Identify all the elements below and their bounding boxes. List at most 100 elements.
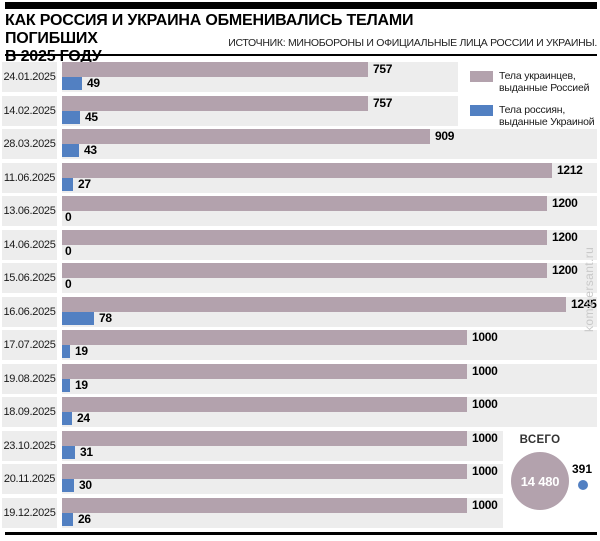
russia-bodies-value: 45: [85, 109, 98, 124]
ukraine-bodies-bar: [62, 129, 430, 144]
ukraine-bodies-bar: [62, 464, 467, 479]
russia-bodies-bar: [62, 311, 94, 325]
russia-bodies-value: 0: [65, 210, 72, 224]
legend-russia-line1: Тела россиян,: [499, 104, 566, 116]
bar-track: 1000 19: [62, 330, 597, 360]
bar-track: 1212 27: [62, 162, 597, 193]
table-row: 28.03.2025 909 43: [2, 129, 597, 159]
header-divider: [5, 54, 597, 56]
table-row: 24.01.2025 757 49: [2, 62, 597, 92]
russia-bodies-value: 19: [75, 344, 88, 358]
page-title: КАК РОССИЯ И УКРАИНА ОБМЕНИВАЛИСЬ ТЕЛАМИ…: [5, 12, 475, 66]
date-label: 17.07.2025: [2, 330, 57, 360]
ukraine-bodies-bar: [62, 95, 368, 111]
table-row: 18.09.2025 1000 24: [2, 397, 597, 427]
russia-bodies-value: 43: [84, 143, 97, 157]
date-label: 20.11.2025: [2, 464, 57, 494]
legend-label-russia: Тела россиян, выданные Украиной: [499, 104, 595, 128]
ukraine-bodies-bar: [62, 162, 552, 178]
ukraine-bodies-value: 1000: [472, 430, 498, 445]
ukraine-bodies-value: 1245: [571, 296, 597, 311]
russia-bodies-bar: [62, 412, 72, 425]
legend-ukraine-line1: Тела украинцев,: [499, 70, 576, 82]
top-accent-bar: [5, 2, 597, 9]
ukraine-bodies-value: 1212: [557, 162, 583, 177]
russia-bodies-bar: [62, 77, 82, 90]
bar-track: 1000 26: [62, 497, 503, 528]
table-row: 19.08.2025 1000 19: [2, 363, 597, 394]
russia-bodies-value: 27: [78, 176, 91, 191]
russia-bodies-value: 0: [65, 243, 72, 258]
ukraine-bodies-value: 757: [373, 95, 393, 110]
bar-track: 1000 24: [62, 397, 597, 427]
russia-bodies-value: 24: [77, 411, 90, 425]
bar-track: 1200 0: [62, 196, 597, 226]
russia-bodies-bar: [62, 110, 80, 124]
date-label: 14.06.2025: [2, 229, 57, 260]
russia-bodies-bar: [62, 479, 74, 492]
date-label: 24.01.2025: [2, 62, 57, 92]
ukraine-bodies-bar: [62, 430, 467, 446]
bar-track: 1245 78: [62, 296, 597, 327]
russia-bodies-value: 26: [78, 511, 91, 526]
ukraine-bodies-value: 757: [373, 62, 393, 76]
bar-track: 757 45: [62, 95, 458, 126]
ukraine-bodies-value: 1000: [472, 363, 498, 378]
date-label: 19.12.2025: [2, 497, 57, 528]
russia-bodies-bar: [62, 445, 75, 459]
table-row: 20.11.2025 1000 30: [2, 464, 597, 494]
ukraine-bodies-bar: [62, 296, 566, 312]
russia-bodies-bar: [62, 512, 73, 526]
chart-rows: 24.01.2025 757 49 14.02.2025 757 45 28.0…: [2, 62, 597, 531]
legend-item-russia: Тела россиян, выданные Украиной: [470, 104, 595, 128]
ukraine-series-swatch: [470, 71, 493, 82]
russia-bodies-bar: [62, 378, 70, 392]
legend-russia-line2: выданные Украиной: [499, 116, 595, 128]
bar-track: 909 43: [62, 129, 597, 159]
bar-track: 1000 19: [62, 363, 597, 394]
russia-series-swatch: [470, 105, 493, 116]
date-label: 16.06.2025: [2, 296, 57, 327]
russia-bodies-value: 0: [65, 277, 72, 291]
bar-track: 1200 0: [62, 263, 597, 293]
total-russia-value: 391: [571, 462, 593, 476]
date-label: 14.02.2025: [2, 95, 57, 126]
date-label: 13.06.2025: [2, 196, 57, 226]
ukraine-bodies-bar: [62, 263, 547, 278]
bar-track: 1200 0: [62, 229, 597, 260]
title-line-1: КАК РОССИЯ И УКРАИНА ОБМЕНИВАЛИСЬ ТЕЛАМИ…: [5, 12, 414, 47]
date-label: 18.09.2025: [2, 397, 57, 427]
date-label: 23.10.2025: [2, 430, 57, 461]
table-row: 17.07.2025 1000 19: [2, 330, 597, 360]
date-label: 15.06.2025: [2, 263, 57, 293]
russia-bodies-value: 78: [99, 310, 112, 325]
ukraine-bodies-bar: [62, 363, 467, 379]
legend-label-ukraine: Тела украинцев, выданные Россией: [499, 70, 589, 94]
total-ukraine-circle: 14 480: [511, 452, 569, 510]
ukraine-bodies-bar: [62, 330, 467, 345]
ukraine-bodies-bar: [62, 497, 467, 513]
bar-track: 1000 30: [62, 464, 503, 494]
table-row: 11.06.2025 1212 27: [2, 162, 597, 193]
russia-bodies-value: 19: [75, 377, 88, 392]
legend: Тела украинцев, выданные Россией Тела ро…: [470, 70, 595, 138]
russia-bodies-value: 49: [87, 76, 100, 90]
ukraine-bodies-value: 909: [435, 129, 455, 143]
source-note: ИСТОЧНИК: МИНОБОРОНЫ И ОФИЦИАЛЬНЫЕ ЛИЦА …: [228, 37, 597, 49]
bar-track: 757 49: [62, 62, 458, 92]
legend-item-ukraine: Тела украинцев, выданные Россией: [470, 70, 594, 94]
date-label: 19.08.2025: [2, 363, 57, 394]
russia-bodies-bar: [62, 144, 79, 157]
ukraine-bodies-bar: [62, 397, 467, 412]
ukraine-bodies-value: 1200: [552, 196, 578, 210]
legend-ukraine-line2: выданные Россией: [499, 82, 590, 94]
russia-bodies-bar: [62, 345, 70, 358]
table-row: 15.06.2025 1200 0: [2, 263, 597, 293]
table-row: 14.06.2025 1200 0: [2, 229, 597, 260]
total-ukraine-value: 14 480: [520, 473, 560, 489]
ukraine-bodies-bar: [62, 229, 547, 245]
russia-bodies-value: 31: [80, 444, 93, 459]
russia-bodies-bar: [62, 177, 73, 191]
ukraine-bodies-value: 1000: [472, 397, 498, 411]
